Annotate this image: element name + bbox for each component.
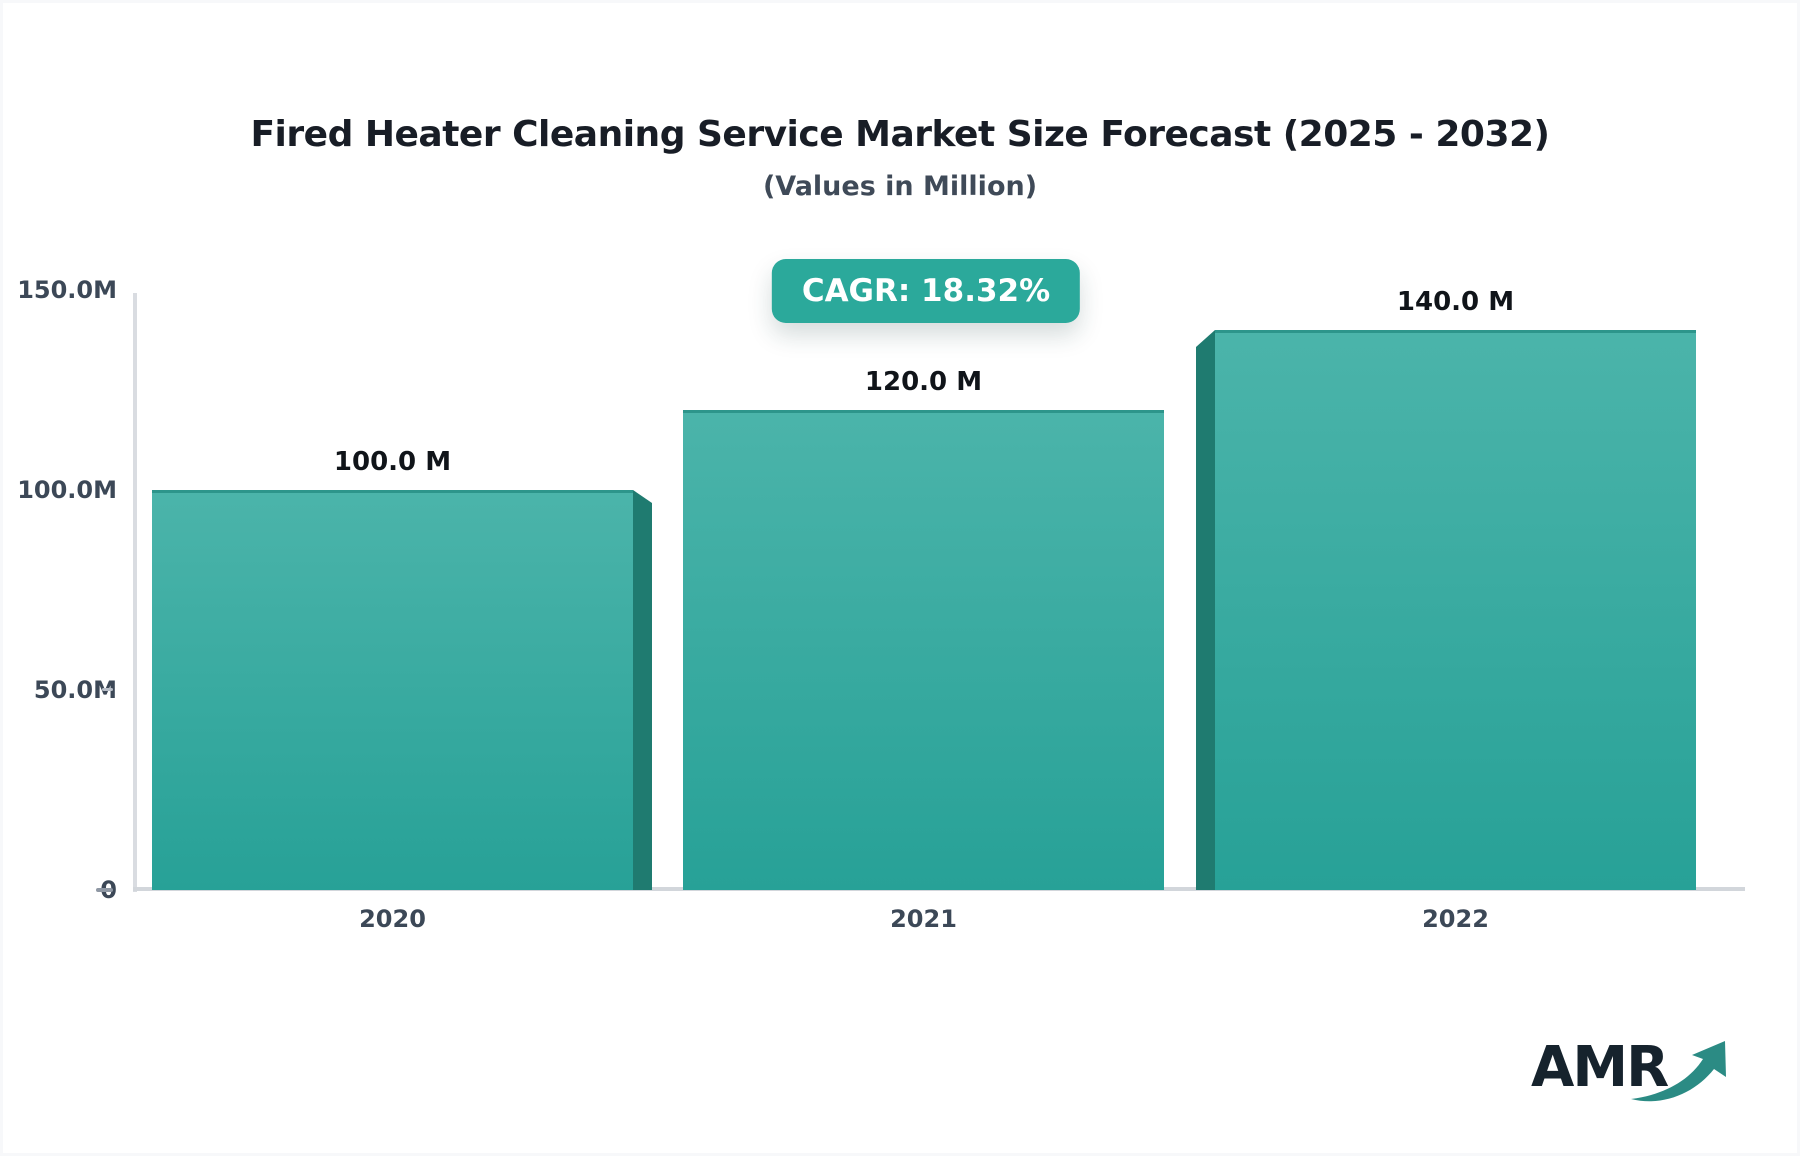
amr-logo: AMR bbox=[1527, 1033, 1757, 1113]
bar-2022 bbox=[1215, 330, 1696, 890]
amr-logo-text: AMR bbox=[1531, 1035, 1669, 1100]
bar-2020 bbox=[152, 490, 633, 890]
plot-area: 150.0M 100.0M 50.0M 0 100.0 M 2020 120.0… bbox=[3, 3, 1797, 1153]
x-tick-label-2021: 2021 bbox=[890, 905, 957, 933]
bar-value-label-2021: 120.0 M bbox=[864, 367, 983, 397]
y-tick-label-150: 150.0M bbox=[17, 276, 117, 304]
bar-2021 bbox=[683, 410, 1164, 890]
y-tick-dash-50 bbox=[102, 688, 113, 691]
y-tick-label-50: 50.0M bbox=[33, 676, 117, 704]
bar-2020-side bbox=[633, 490, 652, 890]
bar-value-label-2020: 100.0 M bbox=[333, 447, 452, 477]
cagr-badge: CAGR: 18.32% bbox=[771, 259, 1081, 323]
x-tick-label-2020: 2020 bbox=[359, 905, 426, 933]
y-tick-label-100: 100.0M bbox=[17, 476, 117, 504]
y-axis-line bbox=[133, 293, 137, 892]
bar-value-label-2022: 140.0 M bbox=[1396, 287, 1515, 317]
y-tick-dash-0 bbox=[96, 888, 113, 892]
chart-title: Fired Heater Cleaning Service Market Siz… bbox=[250, 114, 1550, 155]
x-tick-label-2022: 2022 bbox=[1422, 905, 1489, 933]
chart-subtitle: (Values in Million) bbox=[762, 171, 1038, 202]
growth-arrow-icon bbox=[1631, 1041, 1726, 1102]
bar-2022-side bbox=[1196, 330, 1215, 890]
